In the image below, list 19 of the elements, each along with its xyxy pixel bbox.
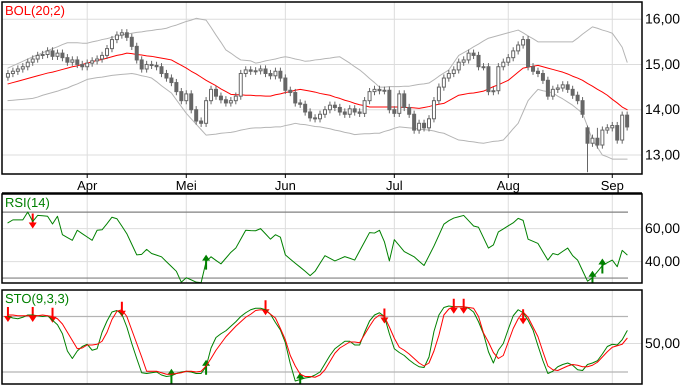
x-tick-label: Mei [176,178,197,194]
line-series [7,73,628,160]
chart-title: BOL(20;2) [5,3,65,18]
line-series [7,211,628,283]
x-tick-label: Apr [77,178,98,194]
y-tick-label: 15,00 [645,56,680,72]
x-tick-label: Jun [274,178,296,194]
x-tick-label: Sep [600,178,624,194]
x-tick-label: Aug [496,178,520,194]
y-tick-label: 14,00 [645,101,680,118]
chart-title: STO(9,3,3) [5,291,70,306]
y-tick-label: 40,00 [645,253,680,270]
text: 50,00 [645,334,680,351]
y-tick-label: 60,00 [645,220,680,236]
line-series [7,18,628,88]
x-tick-label: Jul [386,178,403,194]
chart-title: RSI(14) [5,195,50,210]
y-tick-label: 16,00 [645,10,680,27]
y-tick-label: 13,00 [645,146,680,162]
